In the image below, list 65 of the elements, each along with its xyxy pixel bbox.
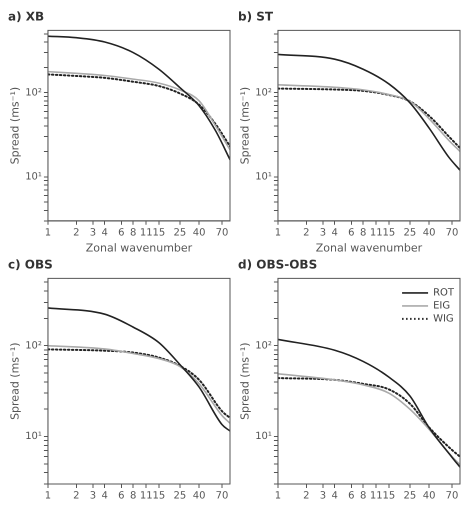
x-tick-label: 6 [348, 490, 355, 502]
x-tick-label: 70 [216, 490, 228, 502]
x-tick-label: 6 [118, 490, 125, 502]
y-axis-title: Spread (ms⁻¹) [238, 86, 252, 164]
chart-title: a) XB [8, 9, 44, 24]
y-axis-title: Spread (ms⁻¹) [8, 342, 22, 420]
x-tick-label: 8 [130, 227, 136, 238]
y-tick-label: 10¹ [25, 431, 42, 442]
y-tick-label: 10¹ [255, 431, 272, 442]
y-tick-label: 10¹ [25, 171, 42, 182]
x-axis-title: Zonal wavenumber [86, 241, 193, 254]
x-tick-label: 11 [370, 227, 383, 238]
x-tick-label: 25 [403, 227, 416, 238]
y-tick-label: 10² [255, 87, 272, 98]
x-tick-label: 25 [173, 490, 186, 502]
x-tick-label: 1 [274, 490, 282, 502]
x-tick-label: 11 [370, 490, 383, 502]
chart-title: d) OBS-OBS [238, 257, 318, 272]
y-axis-title: Spread (ms⁻¹) [8, 86, 22, 164]
x-tick-label: 6 [348, 227, 355, 238]
x-tick-label: 3 [90, 490, 96, 502]
x-tick-label: 1 [274, 227, 282, 238]
x-tick-label: 2 [303, 227, 310, 238]
x-tick-label: 40 [192, 490, 206, 502]
x-tick-label: 15 [382, 490, 396, 502]
x-tick-label: 11 [140, 490, 153, 502]
x-tick-label: 40 [422, 490, 436, 502]
x-tick-label: 25 [403, 490, 416, 502]
chart-title: c) OBS [8, 257, 53, 272]
x-tick-label: 4 [102, 490, 108, 502]
x-tick-label: 70 [216, 227, 228, 238]
y-tick-label: 10² [25, 87, 42, 98]
x-tick-label: 4 [102, 227, 108, 238]
x-tick-label: 11 [140, 227, 153, 238]
x-tick-label: 8 [130, 490, 136, 502]
x-tick-label: 3 [320, 227, 326, 238]
x-tick-label: 70 [446, 490, 458, 502]
chart-title: b) ST [238, 9, 274, 24]
x-tick-label: 15 [152, 490, 166, 502]
x-tick-label: 70 [446, 227, 458, 238]
x-tick-label: 3 [90, 227, 96, 238]
y-tick-label: 10² [255, 340, 272, 352]
legend-label: EIG [433, 300, 450, 312]
x-tick-label: 8 [360, 490, 366, 502]
x-tick-label: 2 [303, 490, 310, 502]
x-tick-label: 4 [332, 490, 338, 502]
x-tick-label: 3 [320, 490, 326, 502]
x-tick-label: 8 [360, 227, 366, 238]
x-tick-label: 40 [192, 227, 206, 238]
x-tick-label: 15 [382, 227, 396, 238]
x-tick-label: 2 [73, 227, 80, 238]
x-tick-label: 1 [44, 227, 52, 238]
x-tick-label: 15 [152, 227, 166, 238]
x-tick-label: 6 [118, 227, 125, 238]
y-axis-title: Spread (ms⁻¹) [238, 342, 252, 420]
x-tick-label: 1 [44, 490, 52, 502]
legend-label: ROT [433, 287, 455, 298]
x-tick-label: 2 [73, 490, 80, 502]
x-tick-label: 4 [332, 227, 338, 238]
legend-label: WIG [433, 313, 454, 324]
y-tick-label: 10² [25, 340, 42, 352]
x-tick-label: 25 [173, 227, 186, 238]
y-tick-label: 10¹ [255, 171, 272, 182]
x-tick-label: 40 [422, 227, 436, 238]
x-axis-title: Zonal wavenumber [316, 241, 423, 254]
